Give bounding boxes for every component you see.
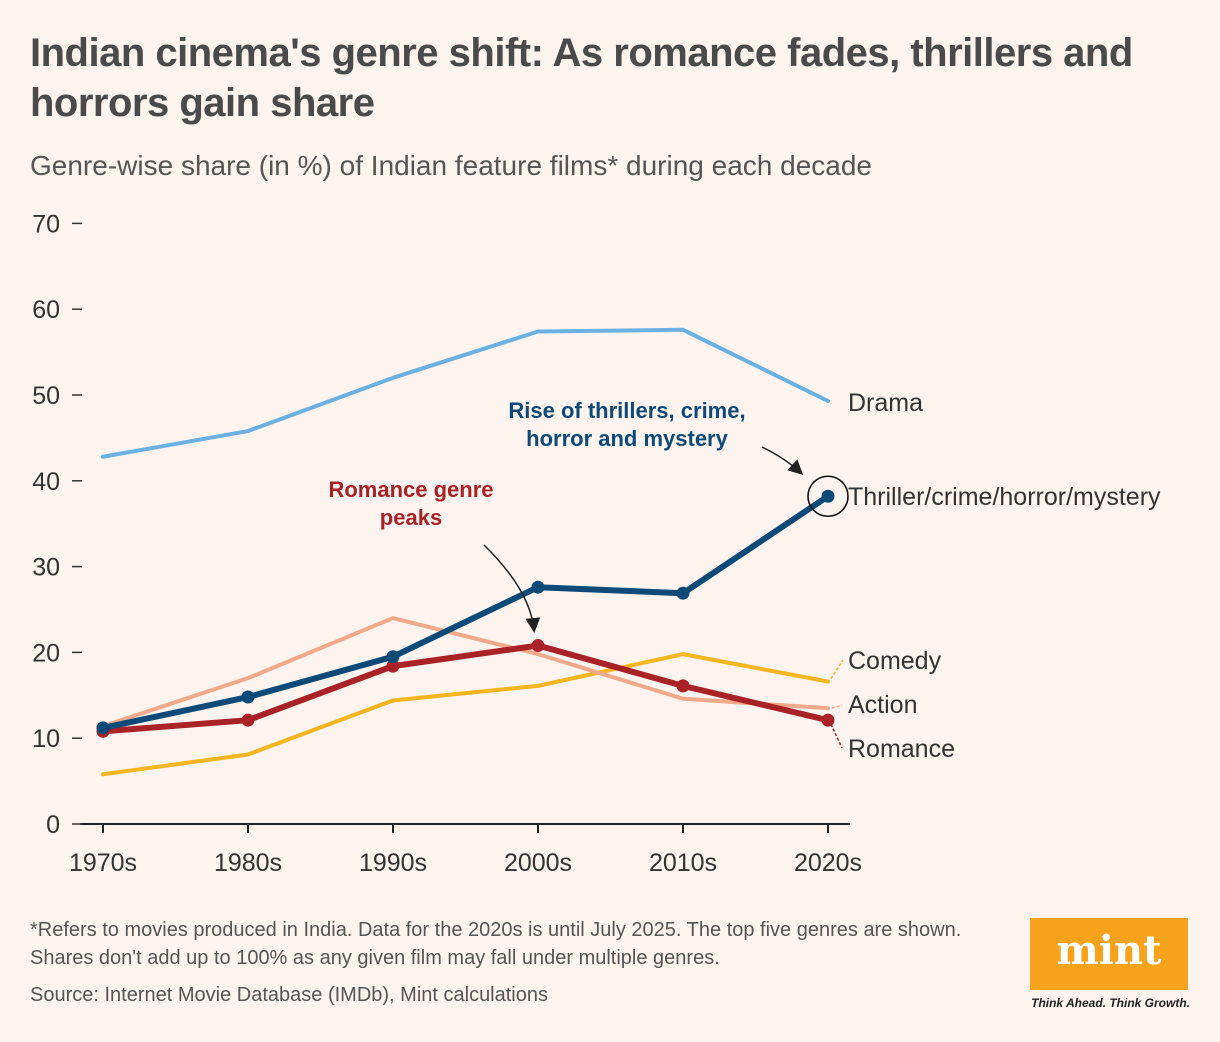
source-note: Source: Internet Movie Database (IMDb), …	[30, 984, 548, 1006]
romance-annotation-line1: Romance genre	[328, 477, 493, 502]
thriller-annotation-arrow	[761, 446, 804, 476]
x-tick-label: 1970s	[69, 849, 137, 877]
chart-title: Indian cinema's genre shift: As romance …	[30, 31, 1133, 125]
thriller-annotation-line1: Rise of thrillers, crime,	[508, 398, 745, 423]
thriller-crime-horror-mystery-point	[241, 690, 255, 704]
comedy-connector	[830, 659, 844, 679]
drama-line	[101, 327, 830, 459]
mint-logo: mint	[1030, 918, 1188, 990]
romance-connector	[830, 723, 843, 749]
y-tick-label: 60	[32, 296, 60, 324]
romance-point	[241, 713, 255, 727]
action-label: Action	[848, 691, 917, 719]
chart-subtitle: Genre-wise share (in %) of Indian featur…	[30, 150, 872, 181]
y-tick-label: 10	[32, 725, 60, 753]
x-tick-label: 1980s	[214, 849, 282, 877]
x-tick-label: 2000s	[504, 849, 572, 877]
romance-point	[386, 659, 400, 673]
romance-line	[100, 642, 831, 735]
romance-point	[821, 713, 835, 727]
romance-label: Romance	[848, 735, 955, 763]
thriller-crime-horror-mystery-point	[676, 586, 690, 600]
thriller-crime-horror-mystery-point	[386, 650, 400, 664]
drama-label: Drama	[848, 389, 923, 417]
footnote: *Refers to movies produced in India. Dat…	[30, 919, 962, 969]
x-tick-label: 2010s	[649, 849, 717, 877]
thriller-annotation-line2: horror and mystery	[526, 426, 728, 451]
y-tick-label: 0	[46, 811, 60, 839]
thriller-crime-horror-mystery-point	[96, 721, 110, 735]
y-tick-label: 70	[32, 210, 60, 238]
logo-tagline: Think Ahead. Think Growth.	[1031, 996, 1190, 1010]
romance-annotation-arrow	[483, 544, 541, 633]
thriller-crime-horror-mystery-line	[100, 493, 831, 731]
thriller-crime-horror-mystery-label: Thriller/crime/horror/mystery	[848, 483, 1161, 511]
action-connector	[831, 704, 843, 709]
comedy-line	[101, 652, 830, 777]
thriller-crime-horror-mystery-point	[821, 489, 835, 503]
y-tick-label: 30	[32, 554, 60, 582]
comedy-label: Comedy	[848, 647, 942, 675]
y-tick-label: 20	[32, 639, 60, 667]
y-tick-label: 50	[32, 382, 60, 410]
x-tick-label: 1990s	[359, 849, 427, 877]
highlight-ring	[807, 475, 849, 518]
romance-point	[676, 679, 690, 693]
x-tick-label: 2020s	[794, 849, 862, 877]
action-line	[101, 616, 830, 729]
thriller-crime-horror-mystery-point	[531, 580, 545, 594]
y-tick-label: 40	[32, 468, 60, 496]
romance-point	[531, 639, 545, 653]
romance-annotation-line2: peaks	[380, 505, 442, 530]
